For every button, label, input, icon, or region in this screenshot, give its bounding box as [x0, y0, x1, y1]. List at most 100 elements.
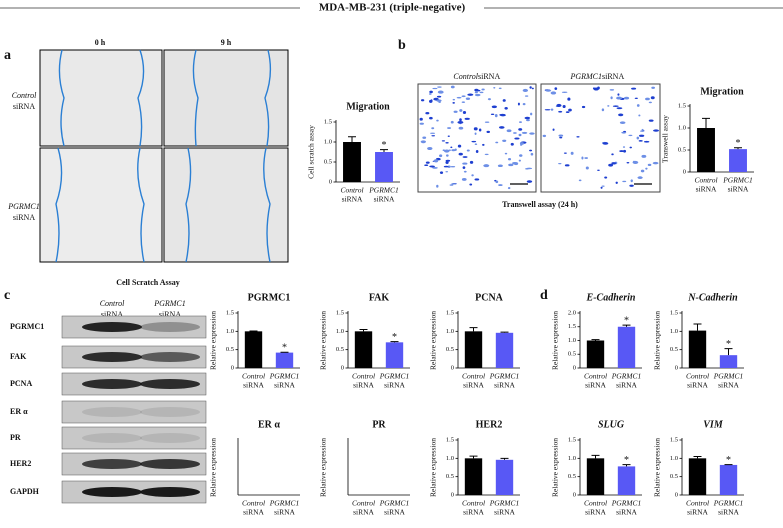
cell [510, 142, 514, 146]
cell [529, 149, 533, 152]
y-tick-label: 0.5 [568, 473, 576, 480]
cell [427, 146, 433, 151]
figure-title: MDA-MB-231 (triple-negative) [319, 2, 466, 14]
y-axis-label: Relative expression [551, 311, 560, 370]
y-tick-label: 1.5 [446, 436, 454, 443]
cell [452, 102, 455, 104]
cell [461, 177, 467, 181]
cell [641, 154, 647, 158]
cell [430, 132, 436, 134]
panel-letter: d [540, 288, 548, 303]
significance: * [726, 455, 731, 466]
band [140, 379, 200, 389]
column-label: 9 h [221, 38, 232, 47]
cell [481, 88, 485, 91]
bar [385, 342, 404, 368]
cell [471, 140, 477, 143]
cell [570, 151, 574, 155]
chart-title: VIM [703, 419, 724, 430]
cell [458, 152, 463, 156]
x-tick-label: siRNA [342, 195, 363, 204]
band [140, 459, 200, 469]
band [82, 379, 142, 389]
chart-title: SLUG [598, 419, 625, 430]
cell [451, 149, 456, 152]
x-tick-label: Control [340, 186, 363, 195]
cell [437, 86, 442, 88]
cell [483, 164, 490, 168]
cell [502, 139, 507, 142]
row-label: siRNA [13, 102, 35, 111]
cell [608, 163, 614, 167]
x-tick-label: PGRMC1 [379, 499, 410, 508]
cell [457, 144, 462, 148]
cell [616, 107, 623, 110]
cell [626, 162, 630, 164]
x-tick-label: siRNA [696, 185, 717, 194]
row-label: PGRMC1 [7, 202, 40, 211]
cell [544, 109, 551, 111]
cell [453, 110, 458, 113]
cell [430, 99, 433, 102]
x-tick-label: siRNA [728, 185, 749, 194]
cell [556, 103, 562, 107]
cell [506, 129, 512, 133]
cell [462, 166, 466, 170]
error-bar [622, 464, 631, 467]
cell [459, 118, 462, 122]
y-axis-label: Transwell assay [661, 115, 670, 163]
y-tick-label: 1.5 [324, 118, 332, 125]
x-tick-label: Control [352, 372, 375, 381]
cell [518, 128, 523, 131]
cell [519, 154, 523, 157]
cell [452, 98, 456, 101]
cell [458, 126, 464, 130]
caption: Cell Scratch Assay [116, 278, 180, 287]
cell [636, 136, 640, 140]
charts: Migration Cell scratch assay 0 0.5 1.0 1.5 Con… [209, 86, 754, 517]
cell [619, 150, 624, 153]
blot-strip [61, 426, 207, 450]
y-tick-label: 1.5 [446, 309, 454, 316]
cell [542, 134, 547, 138]
cell [650, 96, 655, 100]
cell [507, 187, 511, 190]
x-tick-label: PGRMC1 [722, 176, 753, 185]
bar [354, 331, 373, 368]
cell [622, 146, 626, 148]
chart-title: HER2 [476, 419, 503, 430]
cell [513, 132, 517, 134]
y-axis-label: Relative expression [653, 438, 662, 497]
cell [419, 122, 424, 125]
x-tick-label: PGRMC1 [611, 372, 642, 381]
x-tick-label: siRNA [463, 381, 484, 390]
cell [447, 127, 452, 129]
cell [645, 167, 648, 170]
x-tick-label: siRNA [616, 381, 637, 390]
cell [526, 167, 533, 170]
error-bar [591, 454, 600, 459]
x-tick-label: siRNA [274, 381, 295, 390]
significance: * [726, 339, 731, 350]
cell [436, 99, 442, 102]
y-tick-label: 0 [231, 364, 234, 371]
cell [474, 93, 481, 97]
cell [611, 153, 614, 156]
cell [530, 152, 534, 156]
y-tick-label: 0 [573, 491, 576, 498]
bar [343, 142, 361, 182]
bar [275, 352, 294, 368]
caption: Transwell assay (24 h) [502, 200, 578, 209]
cell [497, 164, 503, 168]
y-tick-label: 0 [675, 491, 678, 498]
y-tick-label: 0.5 [670, 346, 678, 353]
band [140, 352, 200, 362]
y-tick-label: 1.0 [568, 337, 576, 344]
cell [647, 163, 652, 166]
y-axis-label: Relative expression [653, 311, 662, 370]
y-tick-label: 1.0 [670, 455, 678, 462]
cell [559, 136, 563, 139]
cell [558, 134, 564, 137]
bar [375, 152, 393, 182]
